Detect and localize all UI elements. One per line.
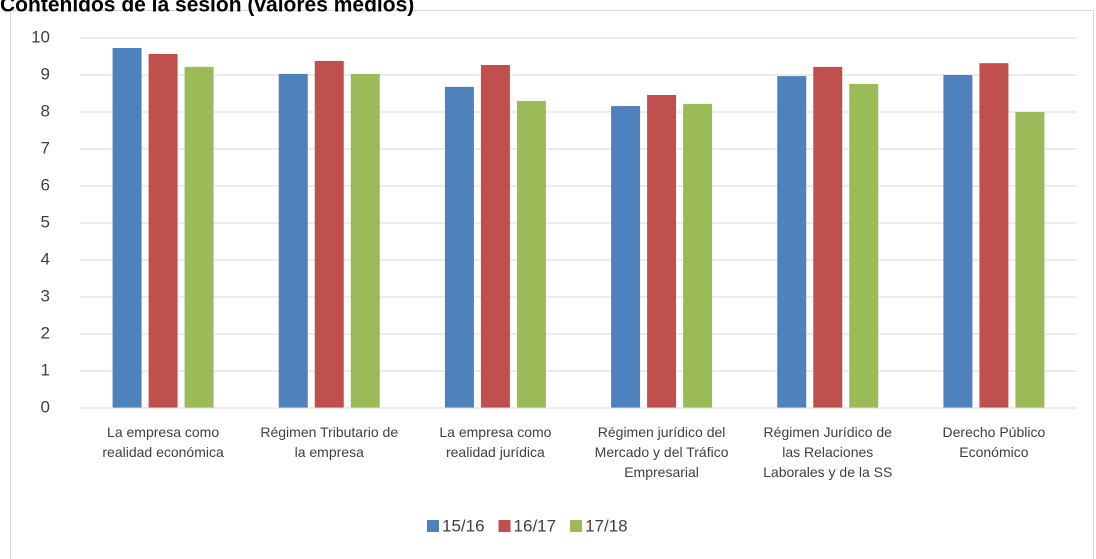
- y-tick-label: 7: [41, 138, 50, 157]
- bar: [516, 100, 546, 409]
- bar: [278, 73, 308, 408]
- y-tick-label: 3: [41, 286, 50, 305]
- y-tick-label: 6: [41, 175, 50, 194]
- bar: [777, 76, 807, 409]
- x-tick-label: La empresa como realidad jurídica: [439, 424, 552, 460]
- bar: [683, 103, 713, 409]
- bar: [112, 47, 142, 409]
- y-tick-label: 9: [41, 64, 50, 83]
- bar: [849, 83, 879, 408]
- y-tick-label: 8: [41, 101, 50, 120]
- y-tick-label: 5: [41, 212, 50, 231]
- bar: [1015, 112, 1045, 408]
- chart-title: Contenidos de la sesión (valores medios): [0, 0, 414, 17]
- bar: [647, 94, 677, 408]
- x-tick-label: Régimen Tributario de la empresa: [260, 424, 399, 460]
- bar: [314, 60, 344, 408]
- legend-label: 17/18: [585, 516, 628, 535]
- legend-label: 15/16: [442, 516, 485, 535]
- x-tick-label: La empresa como realidad económica: [102, 424, 224, 460]
- bar: [184, 66, 214, 409]
- chart-frame: [10, 10, 1094, 559]
- legend-label: 16/17: [514, 516, 557, 535]
- y-tick-label: 10: [31, 27, 50, 46]
- y-tick-label: 1: [41, 360, 50, 379]
- x-tick-label: Derecho Público Económico: [942, 424, 1046, 460]
- y-tick-label: 2: [41, 323, 50, 342]
- bar: [480, 65, 510, 408]
- x-tick-label: Régimen jurídico del Mercado y del Tráfi…: [594, 424, 729, 480]
- y-tick-label: 4: [41, 249, 50, 268]
- legend-swatch: [427, 520, 439, 532]
- bar: [444, 86, 474, 408]
- bar: [943, 75, 973, 408]
- bar: [979, 63, 1009, 408]
- legend-swatch: [498, 520, 511, 532]
- bar: [813, 66, 843, 409]
- legend-swatch: [570, 520, 583, 532]
- bar: [350, 73, 380, 408]
- x-tick-label: Régimen Jurídico de las Relaciones Labor…: [763, 424, 893, 480]
- y-tick-label: 0: [41, 397, 50, 416]
- bar: [611, 106, 641, 408]
- bar: [148, 53, 178, 408]
